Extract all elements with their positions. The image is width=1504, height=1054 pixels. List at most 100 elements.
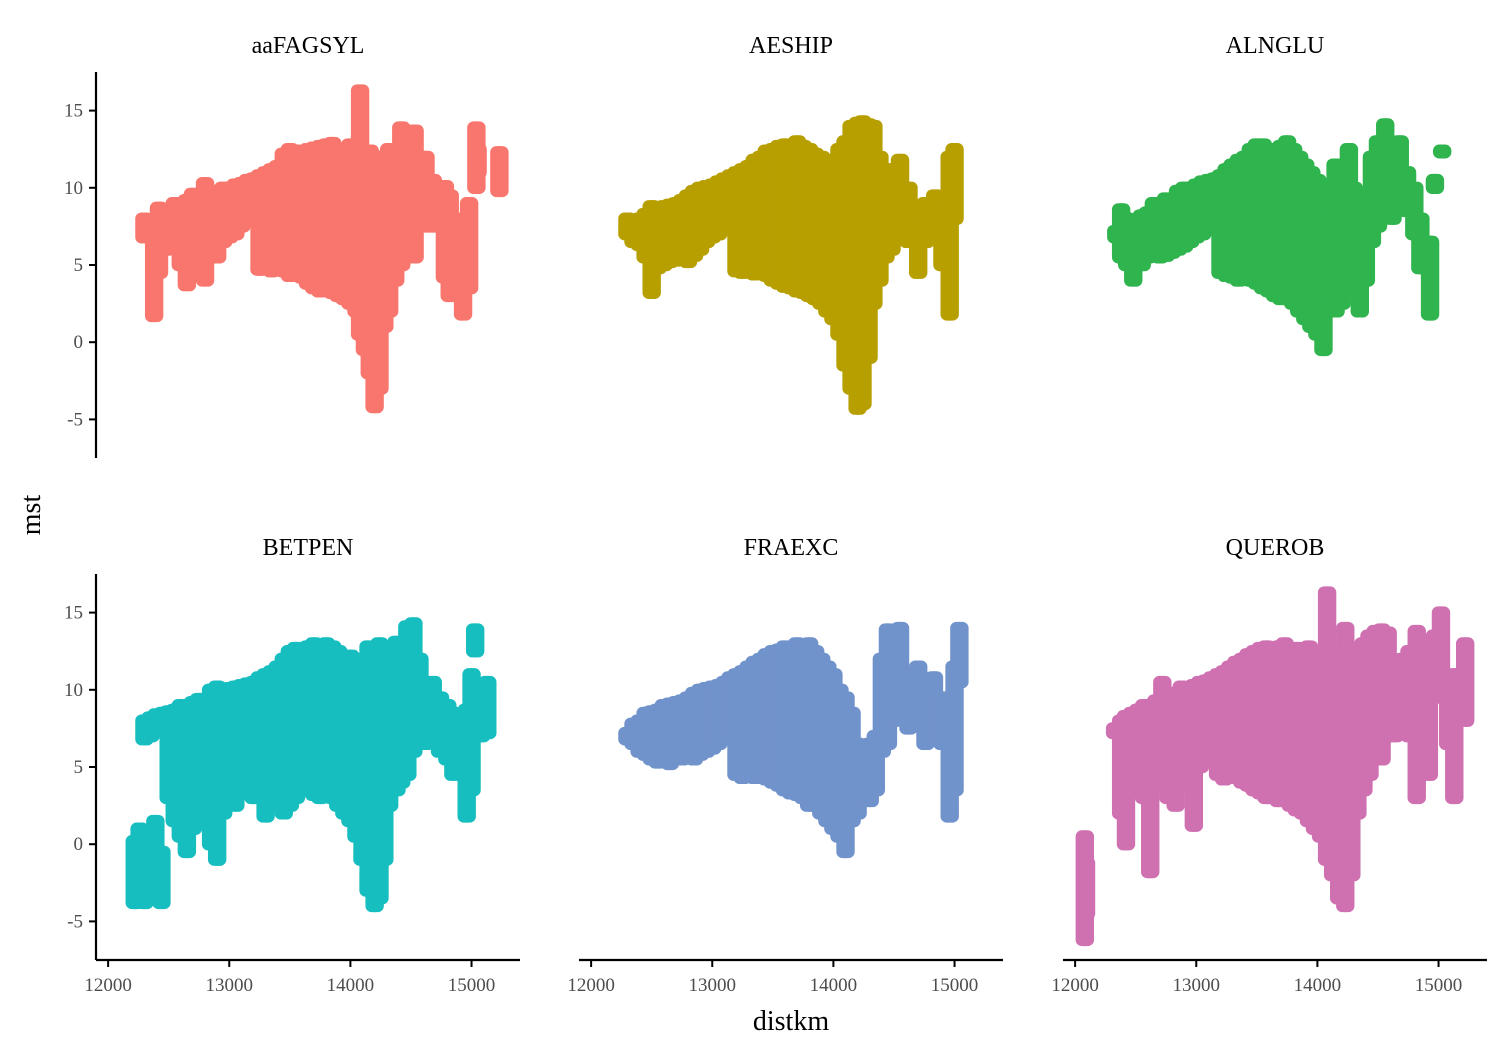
data-point [401, 768, 414, 781]
y-tick-label: 10 [64, 680, 83, 701]
data-point [152, 266, 166, 279]
data-point [149, 814, 162, 828]
panel-aeship: AESHIP [618, 33, 964, 415]
data-point [217, 807, 230, 820]
data-point [407, 617, 420, 630]
x-tick-label: 13000 [1173, 975, 1221, 996]
data-point [395, 258, 408, 272]
y-tick-label: -5 [67, 409, 83, 430]
x-axis-title: distkm [753, 1006, 829, 1037]
data-points [135, 84, 509, 414]
data-point [378, 320, 391, 333]
x-tick-label: 12000 [567, 975, 615, 996]
data-point [465, 668, 478, 681]
data-point [1342, 143, 1356, 156]
data-point [1169, 799, 1182, 812]
data-point [419, 150, 432, 164]
data-point [147, 309, 161, 323]
data-point [953, 621, 966, 635]
data-point [827, 668, 840, 681]
x-tick-label: 12000 [1051, 975, 1099, 996]
data-point [426, 173, 439, 187]
data-point [447, 768, 460, 781]
data-point [869, 783, 882, 797]
data-point [1410, 791, 1423, 805]
point-column [462, 668, 481, 797]
data-point [180, 845, 194, 859]
data-point [851, 807, 864, 820]
data-point [443, 289, 456, 303]
data-point [912, 266, 925, 279]
data-point [1363, 768, 1376, 781]
data-point [885, 243, 898, 256]
data-points [125, 617, 497, 913]
y-axis-title: mst [16, 495, 47, 536]
data-point [1339, 621, 1352, 635]
data-point [873, 274, 886, 287]
data-point [465, 783, 478, 797]
data-point [468, 623, 482, 636]
data-point [867, 297, 880, 310]
data-point [1078, 830, 1092, 843]
data-point [155, 896, 168, 910]
data-point [493, 146, 506, 159]
data-point [1345, 868, 1358, 882]
data-point [948, 143, 961, 156]
data-points [1075, 586, 1475, 947]
y-tick-label: 5 [74, 757, 84, 778]
data-point [1365, 235, 1379, 249]
data-point [887, 714, 901, 727]
data-point [862, 351, 875, 364]
x-tick-label: 14000 [1294, 975, 1342, 996]
data-point [1414, 212, 1427, 225]
y-tick-label: 0 [74, 332, 84, 353]
data-point [1329, 158, 1342, 171]
data-point [839, 691, 852, 704]
data-point [902, 722, 915, 735]
data-point [1302, 640, 1316, 653]
point-column [490, 146, 509, 198]
data-point [180, 278, 194, 292]
y-tick-label: 0 [74, 834, 84, 855]
data-point [1410, 624, 1423, 638]
data-point [1386, 212, 1399, 225]
point-column [945, 143, 964, 225]
data-point [948, 212, 961, 225]
data-point [893, 153, 907, 167]
data-point [1423, 235, 1437, 249]
data-point [471, 143, 484, 156]
data-point [1375, 753, 1388, 766]
data-point [943, 308, 956, 321]
data-point [867, 119, 880, 133]
data-point [395, 121, 408, 134]
data-point [1078, 933, 1092, 947]
data-point [373, 892, 386, 905]
data-point [845, 706, 858, 720]
data-point [462, 281, 476, 295]
point-column [950, 621, 969, 689]
data-point [210, 853, 224, 866]
data-point [1339, 899, 1352, 913]
data-point [1371, 220, 1385, 233]
data-point [138, 896, 151, 910]
data-point [1127, 274, 1140, 287]
data-point [481, 675, 494, 689]
data-point [1311, 173, 1324, 187]
x-tick-label: 13000 [689, 975, 737, 996]
panel-aafagsyl: aaFAGSYL -5 0 5 10 15 [64, 33, 509, 458]
data-point [1458, 637, 1472, 650]
data-point [1435, 146, 1449, 159]
point-column [1076, 856, 1096, 920]
data-point [198, 274, 212, 287]
panel-title: aaFAGSYL [252, 33, 365, 59]
data-point [462, 197, 476, 210]
x-tick-label: 12000 [84, 975, 132, 996]
panel-fraexc: FRAEXC 12000 13000 14000 15000 [567, 535, 1003, 996]
data-point [943, 810, 956, 823]
data-point [368, 400, 381, 414]
x-tick-label: 15000 [448, 975, 496, 996]
data-point [460, 810, 473, 823]
data-point [382, 799, 396, 812]
data-point [1353, 305, 1367, 318]
